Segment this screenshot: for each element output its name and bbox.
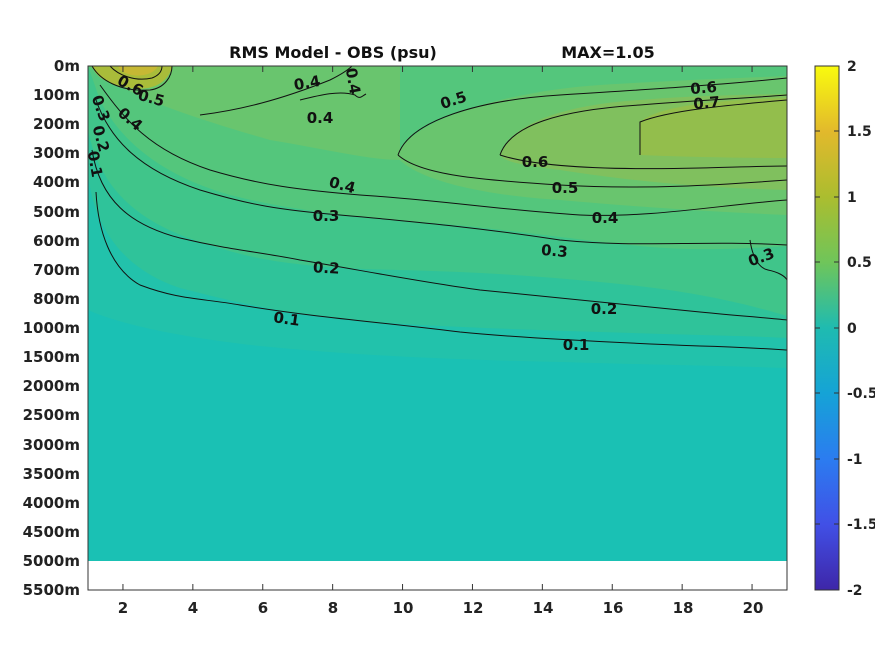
x-tick-label: 6: [258, 599, 268, 617]
contour-line-0.4b: [199, 66, 353, 116]
y-axis: 0m 100m 200m 300m 400m 500m 600m 700m 80…: [23, 57, 80, 599]
contour-label: 0.1: [272, 308, 301, 330]
colorbar-tick-label: 0: [847, 321, 857, 337]
contour-label: 0.2: [591, 300, 618, 318]
colorbar-tick-label: -0.5: [847, 386, 875, 402]
colorbar-tick-label: 0.5: [847, 255, 872, 271]
contour-label: 0.4: [342, 66, 364, 95]
contour-label: 0.5: [552, 179, 579, 197]
y-tick-label: 400m: [33, 173, 80, 191]
contour-label: 0.6: [690, 78, 718, 98]
x-tick-label: 14: [533, 599, 554, 617]
x-tick-label: 12: [463, 599, 484, 617]
y-tick-label: 3000m: [23, 436, 80, 454]
y-tick-label: 800m: [33, 290, 80, 308]
band-core-max: [118, 66, 158, 76]
contour-line-0.3r: [749, 239, 787, 281]
y-tick-label: 1500m: [23, 348, 80, 366]
colorbar-tick-label: -1.5: [847, 517, 875, 533]
x-tick-label: 10: [393, 599, 414, 617]
contour-label: 0.7: [693, 93, 721, 113]
colorbar-tick-label: 2: [847, 59, 857, 75]
contour-label: 0.1: [563, 336, 590, 354]
contour-line-core2: [109, 66, 163, 80]
y-tick-label: 1000m: [23, 319, 80, 337]
contour-line-0.3: [95, 99, 787, 246]
contour-label: 0.4: [592, 209, 619, 227]
contour-label: 0.6: [522, 153, 549, 171]
y-tick-label: 100m: [33, 86, 80, 104]
y-tick-label: 2500m: [23, 406, 80, 424]
contour-line-0.4a: [99, 84, 787, 216]
contour-lines: [91, 66, 787, 351]
y-tick-label: 300m: [33, 144, 80, 162]
contour-label: 0.4: [292, 72, 321, 94]
contour-label: 0.3: [313, 207, 340, 225]
colorbar-tick-marks: [815, 65, 839, 591]
x-tick-label: 16: [603, 599, 624, 617]
y-tick-label: 0m: [54, 57, 80, 75]
y-tick-label: 200m: [33, 115, 80, 133]
y-tick-label: 5500m: [23, 581, 80, 599]
contour-label: 0.1: [84, 149, 106, 178]
contour-label: 0.2: [313, 258, 340, 277]
band-0.7: [640, 98, 787, 158]
x-tick-label: 20: [743, 599, 764, 617]
colorbar: 2 1.5 1 0.5 0 -0.5 -1 -1.5 -2: [814, 59, 875, 599]
contour-label: 0.3: [540, 241, 568, 261]
contour-line-0.4c: [299, 92, 367, 101]
contour-line-0.5b: [397, 154, 787, 188]
y-tick-label: 3500m: [23, 465, 80, 483]
x-tick-label: 4: [188, 599, 198, 617]
colorbar-tick-label: 1: [847, 190, 857, 206]
contour-label: 0.4: [307, 109, 334, 127]
x-tick-label: 8: [328, 599, 338, 617]
y-tick-label: 700m: [33, 261, 80, 279]
colorbar-tick-label: -2: [847, 583, 863, 599]
y-tick-label: 600m: [33, 232, 80, 250]
chart-max-label: MAX=1.05: [561, 43, 655, 62]
contour-line-0.6b: [499, 154, 787, 170]
y-tick-label: 500m: [33, 203, 80, 221]
y-tick-label: 4000m: [23, 494, 80, 512]
contour-line-0.1: [95, 191, 787, 351]
contour-line-core1: [91, 66, 173, 91]
contour-field: [88, 66, 787, 562]
contour-line-0.7: [639, 99, 787, 155]
colorbar-tick-label: -1: [847, 452, 863, 468]
x-axis: 2 4 6 8 10 12 14 16 18 20: [118, 66, 764, 617]
contour-line-0.6: [499, 94, 787, 156]
x-tick-label: 2: [118, 599, 128, 617]
contour-line-0.2: [91, 149, 787, 321]
y-tick-label: 4500m: [23, 523, 80, 541]
plot-frame: [87, 65, 788, 591]
colorbar-tick-label: 1.5: [847, 124, 872, 140]
x-tick-label: 18: [673, 599, 694, 617]
chart-title: RMS Model - OBS (psu): [229, 43, 437, 62]
y-tick-label: 2000m: [23, 377, 80, 395]
y-tick-label: 5000m: [23, 552, 80, 570]
contour-line-0.5: [397, 77, 787, 156]
